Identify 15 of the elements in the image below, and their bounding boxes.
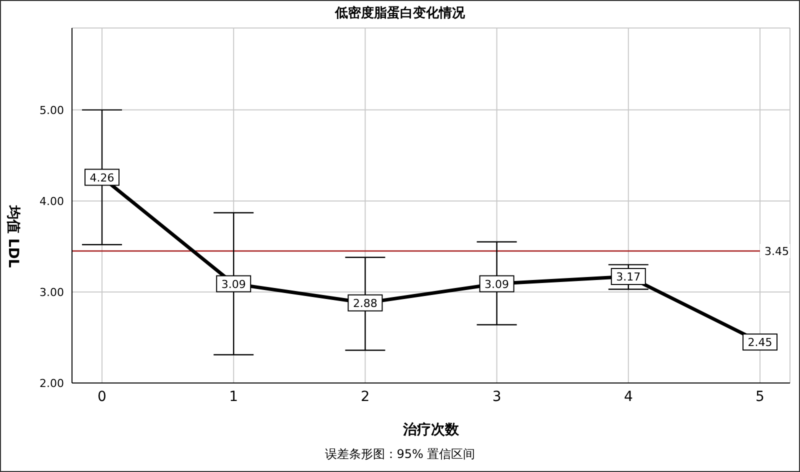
x-tick-label: 3 bbox=[492, 388, 502, 405]
text: 误差条形图：95% 置信区间 bbox=[324, 446, 476, 463]
x-tick-label: 2 bbox=[360, 388, 370, 405]
y-tick-label: 4.00 bbox=[40, 194, 64, 208]
y-tick-label: 2.00 bbox=[40, 376, 64, 390]
y-axis-title: 均值 LDL bbox=[5, 204, 22, 268]
x-tick-label: 0 bbox=[98, 388, 106, 405]
x-tick-label: 5 bbox=[756, 388, 764, 405]
chart-title: 低密度脂蛋白变化情况 bbox=[334, 4, 466, 22]
ref-line-label: 3.45 bbox=[764, 245, 789, 258]
x-tick-label: 1 bbox=[229, 388, 238, 405]
x-tick-label: 4 bbox=[624, 388, 633, 405]
y-tick-label: 3.00 bbox=[40, 286, 64, 299]
x-axis-title: 治疗次数 bbox=[402, 421, 460, 438]
y-tick-label: 5.00 bbox=[40, 104, 64, 117]
